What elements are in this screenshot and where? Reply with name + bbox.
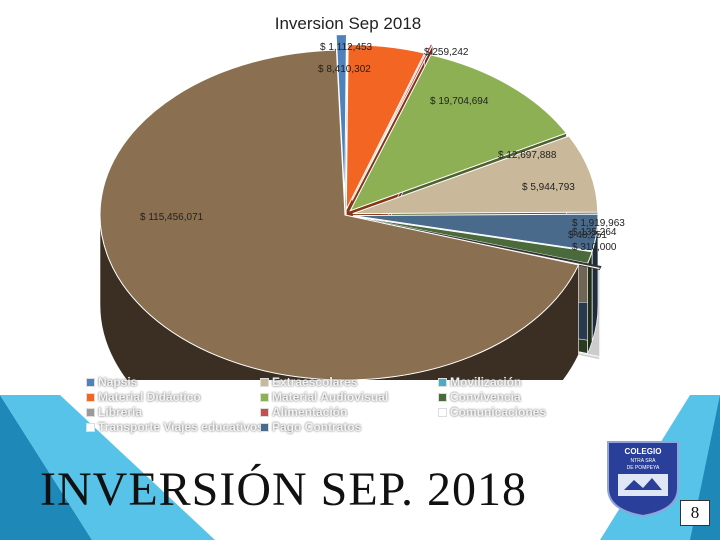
legend-item: Alimentación <box>260 405 388 420</box>
legend-item: Convivencia <box>438 390 546 405</box>
legend-label: Librería <box>98 405 143 419</box>
legend-column-2: Extraescolares Material Audiovisual Alim… <box>260 375 388 435</box>
pie-labels: $ 1,112,453 $ 8,410,302 $ 259,242 $ 19,704,… <box>140 42 625 253</box>
legend-swatch <box>438 378 447 388</box>
legend-swatch <box>438 408 447 418</box>
legend-swatch <box>86 378 95 388</box>
legend-item: Napsis <box>86 375 264 390</box>
pie-slice-5 <box>352 213 599 252</box>
data-label-2: $ 259,242 <box>424 47 469 58</box>
legend-item: Movilización <box>438 375 546 390</box>
legend-label: Napsis <box>98 375 138 389</box>
pie-side-9 <box>599 267 601 360</box>
legend-column-3: Movilización Convivencia Comunicaciones <box>438 375 546 420</box>
data-label-5: $ 5,944,793 <box>522 182 575 193</box>
logo-emblem <box>618 474 668 496</box>
legend-item: Transporte Viajes educativos <box>86 420 264 435</box>
legend-label: Movilización <box>450 375 522 389</box>
legend-item: Librería <box>86 405 264 420</box>
legend-label: Material Audiovisual <box>272 390 389 404</box>
legend-item: Material Didáctico <box>86 390 264 405</box>
legend-swatch <box>260 393 269 403</box>
legend-swatch <box>86 423 95 433</box>
pie-slice-0 <box>335 34 347 200</box>
legend-item: Extraescolares <box>260 375 388 390</box>
logo-text-3: DE POMPEYA <box>627 465 660 471</box>
legend-label: Alimentación <box>272 405 348 419</box>
legend-swatch <box>260 408 269 418</box>
data-label-1: $ 8,410,302 <box>318 64 371 75</box>
legend-swatch <box>260 423 269 433</box>
legend-item: Material Audiovisual <box>260 390 388 405</box>
pie-slice-2 <box>351 43 434 201</box>
legend-label: Transporte Viajes educativos <box>98 420 264 434</box>
data-label-6: $ 1,919,963 <box>572 218 625 229</box>
legend-swatch <box>86 393 95 403</box>
slide-title: INVERSIÓN SEP. 2018 <box>40 463 528 516</box>
data-label-10: $ 115,456,071 <box>140 212 204 223</box>
legend-item: Pago Contratos <box>260 420 388 435</box>
school-logo: COLEGIO NTRA SRA DE POMPEYA <box>607 441 679 518</box>
data-label-7: $ 48,251 <box>568 230 607 241</box>
legend-label: Comunicaciones <box>450 405 547 419</box>
legend-label: Pago Contratos <box>272 420 362 434</box>
pie-slice-1 <box>345 43 426 210</box>
pie-chart: $ 1,112,453 $ 8,410,302 $ 259,242 $ 19,704,… <box>99 34 625 380</box>
data-label-8: $ 135,264 <box>572 227 617 238</box>
bg-wedge-left-light <box>0 395 215 540</box>
legend-swatch <box>86 408 95 418</box>
data-label-3: $ 19,704,694 <box>430 96 489 107</box>
data-label-0: $ 1,112,453 <box>320 42 373 53</box>
data-label-4: $ 12,697,888 <box>498 150 557 161</box>
pie-slice-3 <box>349 54 568 212</box>
logo-text-1: COLEGIO <box>625 447 662 456</box>
legend-label: Extraescolares <box>272 375 358 389</box>
legend-item: Comunicaciones <box>438 405 546 420</box>
logo-emblem-shape <box>624 478 662 490</box>
legend-swatch <box>260 378 269 388</box>
logo-text-2: NTRA SRA <box>630 458 656 464</box>
chart-title: Inversion Sep 2018 <box>274 14 422 33</box>
legend-column-1: Napsis Material Didáctico Librería Trans… <box>86 375 264 435</box>
legend-swatch <box>438 393 447 403</box>
pie-tops <box>99 34 602 380</box>
page-number: 8 <box>680 500 710 526</box>
data-label-9: $ 310,000 <box>572 242 617 253</box>
legend-label: Material Didáctico <box>98 390 201 404</box>
pie-slice-10 <box>99 49 580 380</box>
pie-slice-4 <box>352 135 599 215</box>
legend-label: Convivencia <box>450 390 521 404</box>
